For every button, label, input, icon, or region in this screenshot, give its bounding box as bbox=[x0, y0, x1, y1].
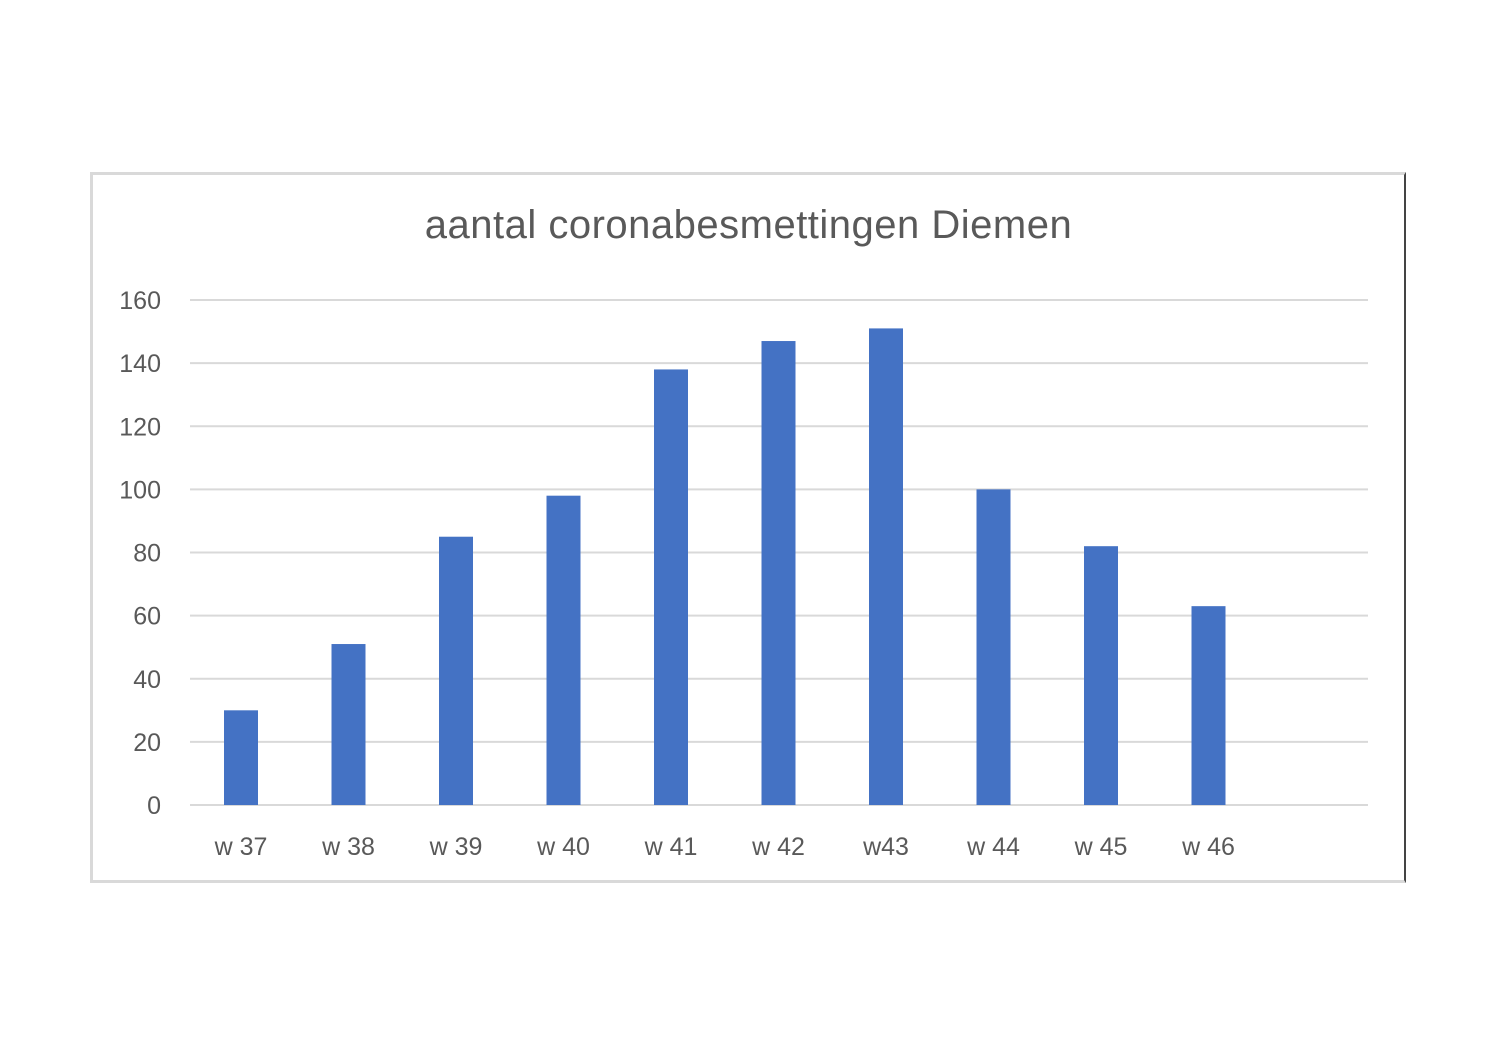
y-tick-label: 20 bbox=[133, 729, 161, 757]
x-tick-label: w 44 bbox=[966, 833, 1020, 861]
chart-title: aantal coronabesmettingen Diemen bbox=[424, 203, 1073, 247]
bar bbox=[439, 536, 473, 805]
y-tick-label: 0 bbox=[147, 792, 161, 820]
bar bbox=[1084, 546, 1118, 805]
y-tick-label: 100 bbox=[119, 476, 161, 504]
y-tick-label: 60 bbox=[133, 603, 161, 631]
x-tick-label: w 38 bbox=[321, 833, 375, 861]
bar bbox=[976, 489, 1011, 805]
x-tick-label: w 37 bbox=[214, 833, 268, 861]
x-tick-label: w 45 bbox=[1074, 833, 1128, 861]
y-tick-label: 140 bbox=[119, 350, 161, 378]
y-tick-label: 120 bbox=[119, 413, 161, 441]
bar bbox=[1191, 606, 1226, 805]
y-tick-label: 160 bbox=[119, 287, 161, 315]
x-tick-label: w 40 bbox=[536, 833, 590, 861]
x-tick-label: w 41 bbox=[644, 833, 698, 861]
chart-frame: aantal coronabesmettingen Diemen 0 20 40 60… bbox=[90, 172, 1406, 883]
y-tick-label: 40 bbox=[133, 666, 161, 694]
y-tick-label: 80 bbox=[133, 540, 161, 568]
bar bbox=[224, 710, 258, 805]
x-tick-label: w 46 bbox=[1181, 833, 1235, 861]
bar bbox=[869, 328, 903, 805]
bar bbox=[331, 644, 366, 805]
bar bbox=[654, 369, 688, 805]
bar bbox=[546, 495, 581, 805]
x-tick-label: w 42 bbox=[751, 833, 805, 861]
x-tick-label: w43 bbox=[862, 833, 909, 861]
x-tick-label: w 39 bbox=[429, 833, 483, 861]
bar bbox=[761, 341, 796, 805]
bar-chart-plot: 0 20 40 60 80 100 120 140 160 w 37 w 38 w 39 w 40 w 4… bbox=[119, 287, 1368, 861]
